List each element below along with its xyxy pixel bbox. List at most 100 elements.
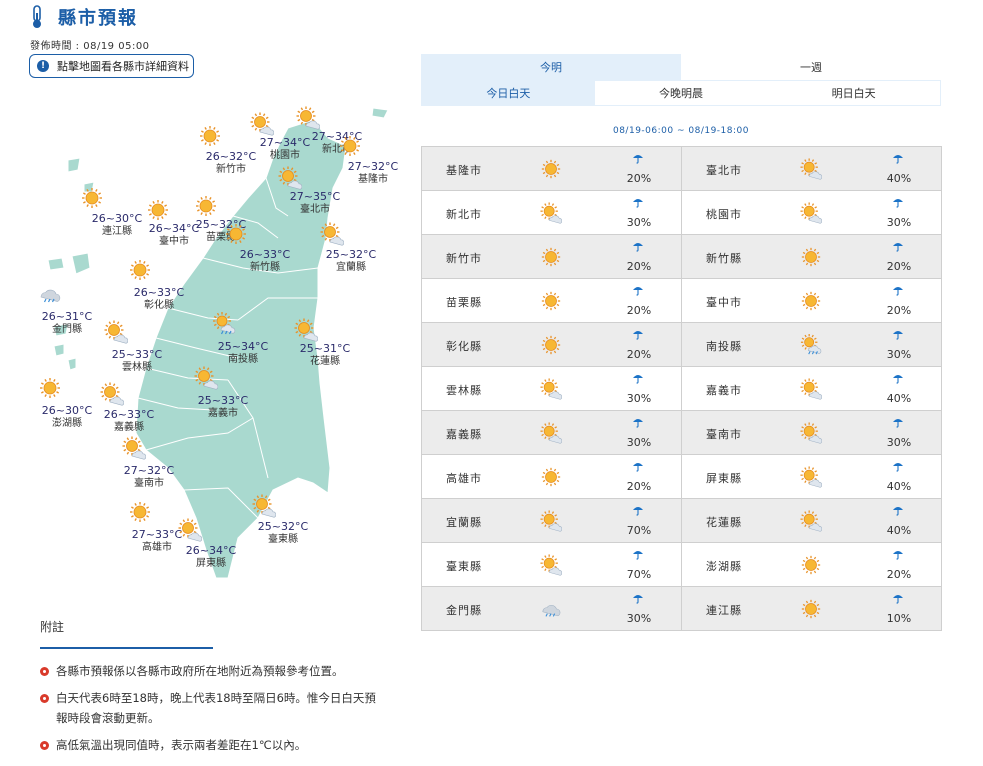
map-city-label[interactable]: 26~34°C 臺中市 bbox=[139, 222, 209, 248]
forecast-cell[interactable]: 連江縣 10% bbox=[682, 587, 942, 631]
taiwan-map-shape bbox=[47, 107, 389, 579]
map-city-name: 基隆市 bbox=[358, 174, 388, 185]
period-tabs: 今明 一週 bbox=[421, 54, 941, 80]
map-city-name: 桃園市 bbox=[270, 150, 300, 161]
map-city-label[interactable]: 25~34°C 南投縣 bbox=[208, 340, 278, 366]
map-city-label[interactable]: 25~31°C 花蓮縣 bbox=[290, 342, 360, 368]
forecast-cell[interactable]: 新北市 30% bbox=[422, 191, 682, 235]
rain-probability: 30% bbox=[626, 436, 652, 449]
map-city-temp: 27~32°C bbox=[347, 160, 399, 173]
partly-cloudy-icon bbox=[540, 378, 562, 400]
map-city-temp: 25~32°C bbox=[257, 520, 309, 533]
umbrella-icon bbox=[893, 287, 903, 296]
table-row: 嘉義縣 30% 臺南市 30% bbox=[422, 411, 942, 455]
forecast-cell[interactable]: 高雄市 20% bbox=[422, 455, 682, 499]
map-city-label[interactable]: 27~34°C 桃園市 bbox=[250, 136, 320, 162]
map-city-temp: 26~33°C bbox=[133, 286, 185, 299]
rain-probability: 20% bbox=[886, 260, 912, 273]
forecast-cell[interactable]: 嘉義市 40% bbox=[682, 367, 942, 411]
rain-probability: 10% bbox=[886, 612, 912, 625]
forecast-cell[interactable]: 金門縣 30% bbox=[422, 587, 682, 631]
partly-cloudy-icon bbox=[800, 466, 822, 488]
map-city-name: 新北市 bbox=[322, 144, 352, 155]
partly-cloudy-icon bbox=[800, 158, 822, 180]
forecast-cell[interactable]: 新竹縣 20% bbox=[682, 235, 942, 279]
forecast-cell[interactable]: 苗栗縣 20% bbox=[422, 279, 682, 323]
tab-week[interactable]: 一週 bbox=[800, 61, 822, 74]
bullet-icon bbox=[40, 694, 49, 703]
map-city-temp: 26~30°C bbox=[41, 404, 93, 417]
map-city-temp: 26~34°C bbox=[148, 222, 200, 235]
umbrella-icon bbox=[633, 331, 643, 340]
info-icon: ! bbox=[37, 60, 49, 72]
umbrella-icon bbox=[633, 463, 643, 472]
map-city-label[interactable]: 25~33°C 雲林縣 bbox=[102, 348, 172, 374]
map-city-label[interactable]: 26~30°C 連江縣 bbox=[82, 212, 152, 238]
city-name: 嘉義市 bbox=[706, 384, 742, 397]
map-city-label[interactable]: 27~32°C 基隆市 bbox=[338, 160, 408, 186]
umbrella-icon bbox=[633, 243, 643, 252]
map-detail-button[interactable]: ! 點擊地圖看各縣市詳細資料 bbox=[29, 54, 194, 78]
forecast-cell[interactable]: 雲林縣 30% bbox=[422, 367, 682, 411]
forecast-cell[interactable]: 花蓮縣 40% bbox=[682, 499, 942, 543]
forecast-cell[interactable]: 桃園市 30% bbox=[682, 191, 942, 235]
partly-cloudy-icon bbox=[100, 382, 124, 406]
map-city-label[interactable]: 25~32°C 苗栗縣 bbox=[186, 218, 256, 244]
thermometer-icon bbox=[33, 5, 41, 28]
forecast-cell[interactable]: 臺東縣 70% bbox=[422, 543, 682, 587]
rain-probability: 70% bbox=[626, 524, 652, 537]
map-city-label[interactable]: 25~32°C 臺東縣 bbox=[248, 520, 318, 546]
map-city-name: 連江縣 bbox=[102, 226, 132, 237]
map-city-label[interactable]: 25~33°C 嘉義市 bbox=[188, 394, 258, 420]
rain-probability: 40% bbox=[886, 172, 912, 185]
forecast-cell[interactable]: 臺北市 40% bbox=[682, 147, 942, 191]
tab-tomorrow-day[interactable]: 明日白天 bbox=[767, 81, 941, 105]
forecast-cell[interactable]: 嘉義縣 30% bbox=[422, 411, 682, 455]
map-city-label[interactable]: 26~33°C 新竹縣 bbox=[230, 248, 300, 274]
forecast-cell[interactable]: 澎湖縣 20% bbox=[682, 543, 942, 587]
table-row: 高雄市 20% 屏東縣 40% bbox=[422, 455, 942, 499]
umbrella-icon bbox=[893, 507, 903, 516]
sunny-icon bbox=[541, 335, 561, 355]
map-city-temp: 26~30°C bbox=[91, 212, 143, 225]
map-city-label[interactable]: 26~34°C 屏東縣 bbox=[176, 544, 246, 570]
rain-probability: 40% bbox=[886, 480, 912, 493]
city-name: 宜蘭縣 bbox=[446, 516, 482, 529]
rain-probability: 20% bbox=[626, 480, 652, 493]
tab-today-day[interactable]: 今日白天 bbox=[422, 81, 595, 105]
sunny-icon bbox=[541, 247, 561, 267]
city-name: 臺南市 bbox=[706, 428, 742, 441]
forecast-cell[interactable]: 彰化縣 20% bbox=[422, 323, 682, 367]
forecast-cell[interactable]: 屏東縣 40% bbox=[682, 455, 942, 499]
taiwan-map[interactable]: 26~32°C 新竹市 27~34°C 桃園市 27~34°C 新北市 27~32°C 基隆市… bbox=[28, 98, 398, 593]
forecast-cell[interactable]: 宜蘭縣 70% bbox=[422, 499, 682, 543]
partly-cloudy-icon bbox=[278, 166, 302, 190]
map-city-label[interactable]: 26~33°C 嘉義縣 bbox=[94, 408, 164, 434]
sunny-icon bbox=[541, 467, 561, 487]
map-city-name: 金門縣 bbox=[52, 324, 82, 335]
partly-cloudy-icon bbox=[800, 202, 822, 224]
forecast-cell[interactable]: 新竹市 20% bbox=[422, 235, 682, 279]
map-city-label[interactable]: 25~32°C 宜蘭縣 bbox=[316, 248, 386, 274]
rain-probability: 30% bbox=[626, 216, 652, 229]
forecast-cell[interactable]: 臺中市 20% bbox=[682, 279, 942, 323]
rain-probability: 30% bbox=[886, 216, 912, 229]
sunny-icon bbox=[801, 599, 821, 619]
partly-cloudy-icon bbox=[540, 510, 562, 532]
map-city-label[interactable]: 26~30°C 澎湖縣 bbox=[32, 404, 102, 430]
forecast-cell[interactable]: 臺南市 30% bbox=[682, 411, 942, 455]
map-city-label[interactable]: 27~35°C 臺北市 bbox=[280, 190, 350, 216]
forecast-cell[interactable]: 基隆市 20% bbox=[422, 147, 682, 191]
forecast-cell[interactable]: 南投縣 30% bbox=[682, 323, 942, 367]
tab-today-tomorrow[interactable]: 今明 bbox=[421, 54, 681, 80]
map-city-label[interactable]: 27~33°C 高雄市 bbox=[122, 528, 192, 554]
map-city-temp: 25~34°C bbox=[217, 340, 269, 353]
map-city-name: 南投縣 bbox=[228, 354, 258, 365]
map-city-label[interactable]: 26~31°C 金門縣 bbox=[32, 310, 102, 336]
map-city-label[interactable]: 27~32°C 臺南市 bbox=[114, 464, 184, 490]
map-city-label[interactable]: 26~32°C 新竹市 bbox=[196, 150, 266, 176]
note-text: 高低氣溫出現同值時，表示兩者差距在1℃以內。 bbox=[56, 738, 307, 752]
map-city-name: 嘉義縣 bbox=[114, 422, 144, 433]
map-city-label[interactable]: 26~33°C 彰化縣 bbox=[124, 286, 194, 312]
tab-tonight[interactable]: 今晚明晨 bbox=[594, 81, 768, 105]
